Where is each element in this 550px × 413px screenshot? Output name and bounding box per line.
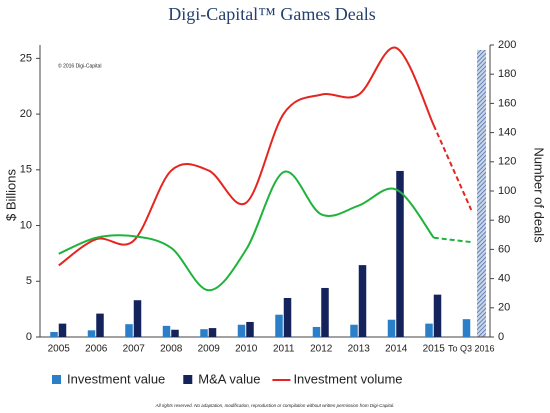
x-tick-label: 2015 (423, 344, 446, 355)
y-tick-label: 0 (26, 331, 32, 343)
y-axis-title: $ Billions (3, 168, 18, 221)
line-projection (432, 124, 473, 211)
bar (275, 314, 283, 337)
bar (237, 324, 246, 337)
bar (433, 294, 442, 337)
x-tick-label: 2014 (385, 344, 408, 355)
y2-tick-label: 20 (498, 302, 510, 314)
y2-tick-label: 140 (498, 127, 516, 139)
y2-tick-label: 100 (498, 185, 516, 197)
legend-label: Investment value (67, 371, 165, 386)
y2-tick-label: 40 (498, 273, 510, 285)
y-tick-label: 10 (20, 219, 32, 231)
y2-tick-label: 0 (498, 331, 504, 343)
bar (125, 324, 133, 337)
bar (312, 326, 321, 337)
bar (58, 323, 67, 337)
x-tick-label: 2005 (48, 344, 71, 355)
bar (396, 170, 404, 337)
bar (462, 319, 471, 337)
legend-swatch (183, 375, 193, 384)
y-tick-label: 20 (20, 108, 32, 120)
x-tick-label: 2009 (198, 344, 221, 355)
line-series (58, 46, 435, 267)
x-tick-label: 2012 (310, 344, 333, 355)
y-tick-label: 15 (20, 164, 32, 176)
bar (358, 265, 367, 337)
y2-axis-title: Number of deals (532, 147, 547, 243)
y-tick-label: 5 (26, 275, 32, 287)
y2-tick-label: 180 (498, 68, 516, 80)
x-tick-label: 2010 (235, 344, 258, 355)
legend-swatch (52, 375, 61, 384)
chart-title: Digi-Capital™ Games Deals (168, 4, 376, 24)
y2-tick-label: 160 (498, 97, 516, 109)
bar (283, 297, 292, 337)
bar (133, 300, 142, 337)
bar (321, 287, 329, 337)
legend-label: M&A value (198, 371, 260, 386)
copyright: © 2016 Digi-Capital (58, 62, 101, 69)
bar (162, 325, 171, 337)
x-tick-label: 2011 (273, 344, 295, 355)
bar (246, 321, 254, 337)
x-tick-label: To Q3 2016 (448, 343, 495, 353)
bar (50, 331, 58, 337)
line-series (58, 170, 435, 292)
x-tick-label: 2007 (123, 344, 146, 355)
bar (200, 329, 208, 337)
line-projection (433, 236, 472, 244)
x-tick-label: 2013 (348, 344, 371, 355)
period-highlight (477, 50, 486, 337)
bar (87, 330, 96, 337)
x-tick-label: 2008 (160, 344, 183, 355)
y2-tick-label: 120 (498, 156, 516, 168)
bar (96, 313, 104, 337)
y2-tick-label: 60 (498, 243, 510, 255)
bar (425, 323, 433, 337)
bar (350, 324, 358, 337)
footer: All rights reserved. No adaptation, modi… (155, 403, 395, 408)
bar (387, 319, 396, 337)
bar (171, 329, 179, 337)
legend-label: Investment volume (293, 371, 402, 386)
y2-tick-label: 80 (498, 214, 510, 226)
x-tick-label: 2006 (85, 344, 108, 355)
y2-tick-label: 200 (498, 39, 516, 51)
y-tick-label: 25 (20, 52, 32, 64)
bar (208, 328, 217, 337)
